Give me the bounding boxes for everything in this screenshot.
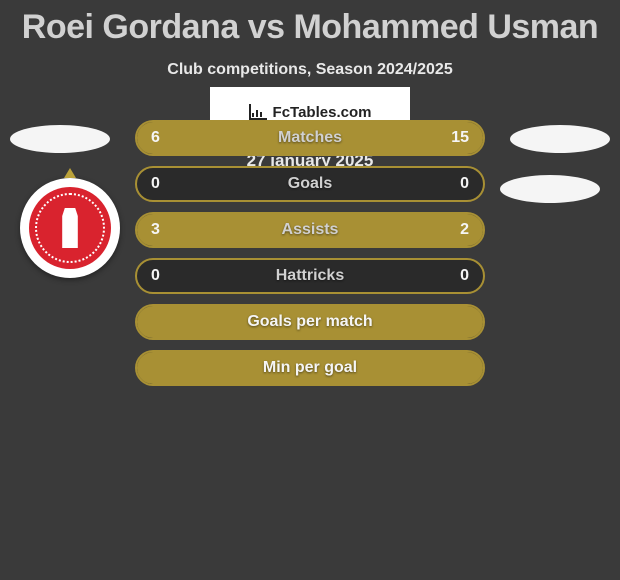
stat-label: Goals bbox=[288, 175, 332, 193]
stat-row: 3 2 Assists bbox=[135, 212, 485, 248]
stat-value-right: 0 bbox=[460, 267, 469, 285]
player2-photo-placeholder bbox=[510, 125, 610, 153]
chart-icon bbox=[249, 104, 267, 120]
stat-row: Goals per match bbox=[135, 304, 485, 340]
subtitle: Club competitions, Season 2024/2025 bbox=[0, 61, 620, 79]
stat-label: Min per goal bbox=[263, 359, 357, 377]
stat-value-left: 3 bbox=[151, 221, 160, 239]
source-text: FcTables.com bbox=[273, 104, 372, 121]
stats-container: 6 15 Matches 0 0 Goals 3 2 Assists 0 0 Hattricks Goa… bbox=[135, 120, 485, 396]
player2-club-placeholder bbox=[500, 175, 600, 203]
player2-name: Mohammed Usman bbox=[293, 8, 598, 46]
stat-value-left: 0 bbox=[151, 175, 160, 193]
stat-row: 0 0 Hattricks bbox=[135, 258, 485, 294]
stat-label: Goals per match bbox=[247, 313, 372, 331]
stat-value-right: 0 bbox=[460, 175, 469, 193]
stat-bar-right bbox=[234, 122, 483, 154]
player1-photo-placeholder bbox=[10, 125, 110, 153]
stat-row: 6 15 Matches bbox=[135, 120, 485, 156]
club-badge-inner bbox=[29, 187, 111, 269]
stat-value-left: 0 bbox=[151, 267, 160, 285]
stat-value-right: 15 bbox=[451, 129, 469, 147]
player1-club-logo bbox=[20, 178, 120, 278]
stat-value-right: 2 bbox=[460, 221, 469, 239]
stat-row: 0 0 Goals bbox=[135, 166, 485, 202]
stat-label: Matches bbox=[278, 129, 342, 147]
stat-row: Min per goal bbox=[135, 350, 485, 386]
stat-label: Assists bbox=[282, 221, 339, 239]
club-badge-icon bbox=[57, 208, 83, 248]
vs-separator: vs bbox=[248, 8, 285, 46]
comparison-title: Roei Gordana vs Mohammed Usman bbox=[0, 0, 620, 47]
stat-label: Hattricks bbox=[276, 267, 344, 285]
stat-value-left: 6 bbox=[151, 129, 160, 147]
player1-name: Roei Gordana bbox=[22, 8, 239, 46]
